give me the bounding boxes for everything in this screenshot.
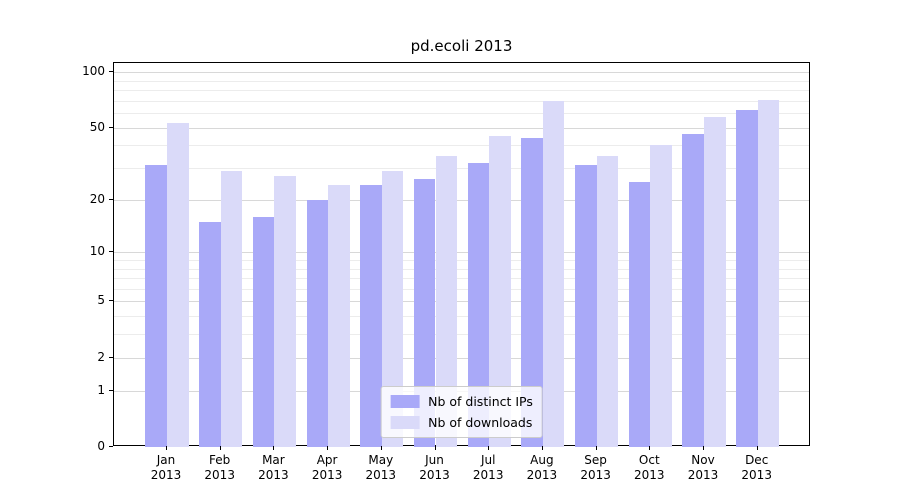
- minor-gridline: [114, 80, 809, 82]
- y-tick-label: 10: [89, 244, 105, 259]
- major-gridline: [114, 127, 809, 129]
- bar-distinct-ips: [682, 134, 704, 447]
- bar-downloads: [220, 170, 243, 447]
- bar-downloads: [274, 176, 296, 447]
- bar-distinct-ips: [145, 165, 167, 447]
- major-gridline: [114, 199, 809, 201]
- y-tick-label: 5: [97, 293, 105, 308]
- x-tick-label: Jul 2013: [472, 453, 504, 482]
- x-tick-label: May 2013: [365, 453, 397, 482]
- y-tick-mark: [109, 389, 113, 391]
- x-tick-label: Sep 2013: [580, 453, 611, 482]
- bar-distinct-ips: [521, 137, 543, 447]
- x-tick-mark: [434, 446, 436, 450]
- x-tick-label: Jun 2013: [419, 453, 450, 482]
- bar-downloads: [650, 145, 672, 447]
- x-tick-mark: [273, 446, 275, 450]
- y-tick-label: 1: [97, 382, 105, 397]
- x-tick-mark: [327, 446, 329, 450]
- legend-row-distinct-ips: Nb of distinct IPs: [390, 394, 533, 409]
- major-gridline: [114, 72, 809, 73]
- x-tick-label: Nov 2013: [687, 453, 719, 482]
- legend-label-downloads: Nb of downloads: [428, 415, 533, 430]
- legend-row-downloads: Nb of downloads: [390, 415, 533, 430]
- x-tick-mark: [219, 446, 221, 450]
- bar-downloads: [435, 155, 458, 447]
- x-tick-mark: [595, 446, 597, 450]
- x-tick-label: Apr 2013: [311, 453, 343, 482]
- bar-distinct-ips: [736, 110, 758, 447]
- y-tick-label: 20: [89, 191, 105, 206]
- major-gridline: [114, 357, 809, 359]
- bar-downloads: [381, 170, 404, 447]
- bar-downloads: [704, 117, 726, 447]
- minor-gridline: [114, 168, 809, 169]
- y-tick-mark: [109, 251, 113, 253]
- minor-gridline: [114, 259, 809, 261]
- minor-gridline: [114, 268, 809, 270]
- bar-downloads: [596, 155, 619, 447]
- legend-label-distinct-ips: Nb of distinct IPs: [428, 394, 533, 409]
- y-tick-label: 100: [82, 64, 105, 78]
- bar-distinct-ips: [467, 162, 490, 447]
- y-tick-mark: [109, 71, 113, 72]
- minor-gridline: [114, 89, 809, 91]
- bar-downloads: [489, 135, 511, 447]
- minor-gridline: [114, 316, 809, 318]
- x-tick-label: Aug 2013: [526, 453, 558, 482]
- minor-gridline: [114, 278, 809, 279]
- y-tick-mark: [109, 300, 113, 302]
- x-tick-label: Dec 2013: [741, 453, 772, 482]
- major-gridline: [114, 252, 809, 254]
- x-tick-mark: [703, 446, 704, 450]
- minor-gridline: [114, 113, 809, 114]
- y-tick-label: 2: [97, 349, 105, 364]
- x-tick-label: Jan 2013: [150, 453, 182, 482]
- y-tick-mark: [109, 126, 113, 128]
- minor-gridline: [114, 288, 809, 290]
- bar-distinct-ips: [413, 179, 436, 447]
- bar-distinct-ips: [360, 185, 382, 447]
- y-tick-label: 0: [97, 439, 105, 453]
- bar-distinct-ips: [306, 199, 329, 447]
- x-tick-label: Mar 2013: [258, 453, 289, 482]
- x-tick-label: Feb 2013: [204, 453, 235, 482]
- x-tick-mark: [541, 446, 543, 450]
- chart-title: pd.ecoli 2013: [410, 37, 513, 55]
- bar-distinct-ips: [199, 221, 221, 447]
- legend: Nb of distinct IPs Nb of downloads: [380, 386, 543, 438]
- legend-swatch-downloads: [390, 416, 420, 429]
- y-tick-mark: [109, 356, 113, 358]
- bar-downloads: [328, 185, 350, 447]
- bar-downloads: [167, 122, 189, 447]
- y-tick-label: 50: [89, 119, 105, 134]
- y-tick-mark: [109, 198, 113, 200]
- minor-gridline: [114, 100, 809, 102]
- x-tick-mark: [756, 446, 758, 450]
- y-tick-mark: [109, 446, 113, 447]
- bar-downloads: [757, 99, 780, 447]
- x-tick-mark: [380, 446, 382, 450]
- x-tick-mark: [488, 446, 490, 450]
- plot-area: Nb of distinct IPs Nb of downloads: [113, 62, 810, 447]
- bar-distinct-ips: [628, 182, 651, 447]
- major-gridline: [114, 301, 809, 303]
- x-tick-mark: [166, 446, 167, 450]
- bar-distinct-ips: [575, 165, 597, 447]
- bar-distinct-ips: [252, 216, 275, 447]
- legend-swatch-distinct-ips: [390, 395, 420, 408]
- bar-downloads: [542, 100, 565, 447]
- x-tick-label: Oct 2013: [634, 453, 665, 482]
- x-tick-mark: [649, 446, 651, 450]
- minor-gridline: [114, 145, 809, 147]
- minor-gridline: [114, 334, 809, 336]
